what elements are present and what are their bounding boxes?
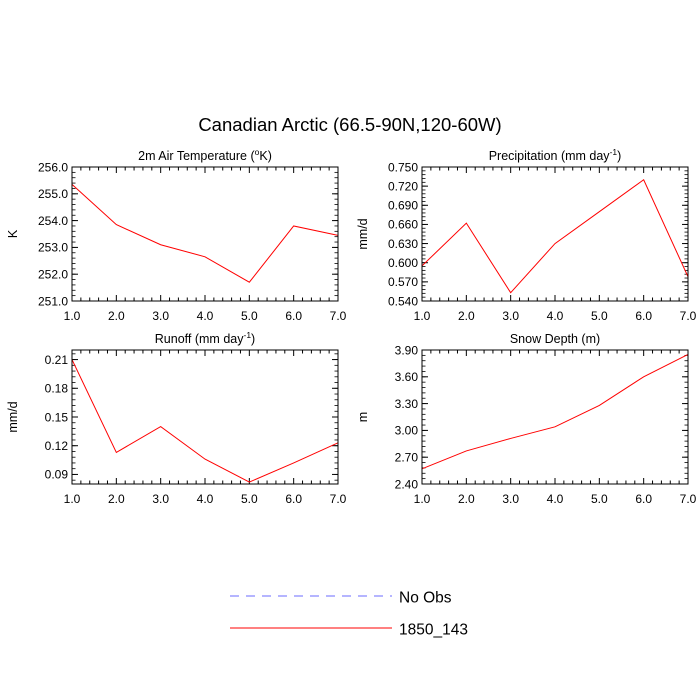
x-tick-label: 4.0	[547, 309, 564, 323]
panel-0: 2m Air Temperature (oK) K 1.0 2.0 3.0 4.0 5.0 6…	[6, 147, 347, 323]
y-tick-label: 252.0	[38, 268, 68, 282]
y-tick-label: 255.0	[38, 187, 68, 201]
x-tick-label: 2.0	[108, 309, 125, 323]
plot-frame	[421, 349, 689, 485]
y-tick-label: 0.630	[388, 237, 418, 251]
y-tick-label: 0.690	[388, 199, 418, 213]
y-tick-label: 0.600	[388, 256, 418, 270]
x-tick-label: 7.0	[330, 309, 347, 323]
x-tick-label: 2.0	[458, 309, 475, 323]
y-tick-label: 0.18	[45, 382, 69, 396]
x-tick-label: 5.0	[241, 309, 258, 323]
x-tick-label: 1.0	[64, 309, 81, 323]
series-line-0	[421, 354, 689, 470]
panel-3: Snow Depth (m) m 1.0 2.0 3.0 4.0 5.0 6.0 7.0 2.40…	[356, 332, 697, 506]
x-tick-label: 5.0	[241, 492, 258, 506]
panel-title-superscript: o	[255, 147, 260, 157]
y-tick-label: 3.00	[395, 424, 419, 438]
x-tick-label: 4.0	[197, 309, 214, 323]
y-axis-label: mm/d	[356, 218, 370, 249]
x-tick-label: 6.0	[285, 309, 302, 323]
y-tick-label: 0.21	[45, 353, 69, 367]
panel-title-main: Precipitation (mm day	[489, 149, 611, 163]
panels: 2m Air Temperature (oK) K 1.0 2.0 3.0 4.0 5.0 6…	[6, 147, 697, 506]
panel-title-end: K)	[259, 149, 272, 163]
x-tick-label: 4.0	[547, 492, 564, 506]
y-tick-label: 0.720	[388, 179, 418, 193]
series-line-0	[71, 184, 339, 283]
series-line-0	[421, 178, 689, 294]
legend-label-1850-143: 1850_143	[399, 622, 468, 639]
x-tick-label: 6.0	[635, 309, 652, 323]
y-tick-label: 0.660	[388, 218, 418, 232]
figure-title: Canadian Arctic (66.5-90N,120-60W)	[198, 114, 501, 135]
plot-frame	[71, 349, 339, 485]
y-tick-label: 2.70	[395, 451, 419, 465]
y-tick-label: 251.0	[38, 294, 68, 308]
x-tick-label: 2.0	[108, 492, 125, 506]
x-tick-label: 1.0	[64, 492, 81, 506]
panel-2: Runoff (mm day-1) mm/d 1.0 2.0 3.0 4.0 5.0 6.0 7…	[6, 330, 347, 506]
x-tick-label: 5.0	[591, 492, 608, 506]
plot-frame	[71, 166, 339, 302]
legend-label-no-obs: No Obs	[399, 590, 452, 607]
x-tick-label: 3.0	[152, 309, 169, 323]
x-tick-label: 3.0	[152, 492, 169, 506]
x-tick-label: 1.0	[414, 309, 431, 323]
y-tick-label: 3.30	[395, 397, 419, 411]
panel-title: 2m Air Temperature (oK)	[138, 147, 272, 163]
series-line-0	[71, 359, 339, 483]
x-tick-label: 3.0	[502, 492, 519, 506]
y-tick-label: 3.60	[395, 370, 419, 384]
legend: No Obs 1850_143	[230, 590, 468, 639]
panel-title-main: 2m Air Temperature (	[138, 149, 255, 163]
y-tick-label: 0.540	[388, 294, 418, 308]
x-tick-label: 6.0	[635, 492, 652, 506]
y-axis-label: m	[356, 412, 370, 422]
y-tick-label: 0.570	[388, 275, 418, 289]
x-tick-label: 5.0	[591, 309, 608, 323]
plot-frame	[421, 166, 689, 302]
panel-1: Precipitation (mm day-1) mm/d 1.0 2.0 3.0 4.0…	[356, 147, 697, 323]
x-tick-label: 7.0	[680, 309, 697, 323]
y-tick-label: 0.750	[388, 160, 418, 174]
panel-title: Snow Depth (m)	[510, 332, 600, 346]
y-tick-label: 256.0	[38, 160, 68, 174]
x-tick-label: 2.0	[458, 492, 475, 506]
x-tick-label: 1.0	[414, 492, 431, 506]
x-tick-label: 7.0	[330, 492, 347, 506]
x-tick-label: 4.0	[197, 492, 214, 506]
y-tick-label: 3.90	[395, 343, 419, 357]
panel-title-end: )	[251, 332, 255, 346]
panel-title: Runoff (mm day-1)	[155, 330, 255, 346]
y-tick-label: 0.15	[45, 410, 69, 424]
x-tick-label: 7.0	[680, 492, 697, 506]
x-tick-label: 3.0	[502, 309, 519, 323]
y-axis-label: mm/d	[6, 401, 20, 432]
panel-title-end: )	[617, 149, 621, 163]
y-tick-label: 2.40	[395, 477, 419, 491]
x-tick-label: 6.0	[285, 492, 302, 506]
y-tick-label: 0.09	[45, 468, 69, 482]
panel-title-superscript: -1	[243, 330, 251, 340]
panel-title-main: Snow Depth (m)	[510, 332, 600, 346]
panel-title: Precipitation (mm day-1)	[489, 147, 622, 163]
y-axis-label: K	[6, 229, 20, 238]
y-tick-label: 254.0	[38, 214, 68, 228]
panel-title-main: Runoff (mm day	[155, 332, 244, 346]
panel-title-superscript: -1	[610, 147, 618, 157]
y-tick-label: 253.0	[38, 241, 68, 255]
y-tick-label: 0.12	[45, 439, 69, 453]
